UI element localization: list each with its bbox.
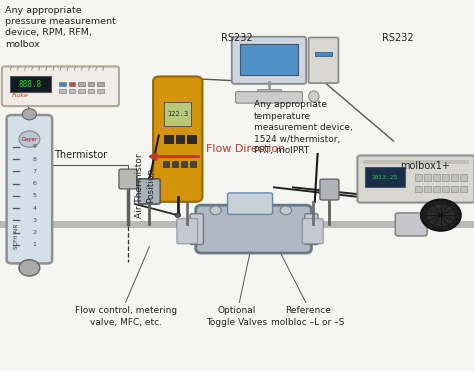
FancyBboxPatch shape bbox=[7, 115, 52, 263]
Text: Any appropriate
pressure measurement
device, RPM, RFM,
molbox: Any appropriate pressure measurement dev… bbox=[5, 6, 116, 49]
Circle shape bbox=[210, 206, 221, 215]
Circle shape bbox=[19, 260, 40, 276]
Text: RS232: RS232 bbox=[383, 33, 414, 43]
Bar bbox=[451, 174, 458, 181]
Bar bbox=[415, 174, 422, 181]
Circle shape bbox=[421, 200, 461, 231]
FancyBboxPatch shape bbox=[228, 193, 273, 214]
Bar bbox=[240, 44, 298, 75]
FancyBboxPatch shape bbox=[320, 179, 339, 200]
FancyBboxPatch shape bbox=[177, 219, 198, 244]
Text: RS232: RS232 bbox=[221, 33, 253, 43]
Bar bbox=[424, 186, 431, 192]
Text: Flow control, metering
valve, MFC, etc.: Flow control, metering valve, MFC, etc. bbox=[74, 306, 177, 326]
Bar bbox=[97, 89, 104, 93]
Bar bbox=[78, 89, 85, 93]
Bar bbox=[257, 89, 281, 92]
Bar bbox=[164, 135, 173, 143]
FancyBboxPatch shape bbox=[190, 214, 203, 244]
Bar bbox=[187, 135, 196, 143]
Bar bbox=[164, 102, 191, 126]
Circle shape bbox=[175, 213, 181, 217]
FancyBboxPatch shape bbox=[138, 179, 160, 204]
Circle shape bbox=[280, 206, 292, 215]
Bar bbox=[78, 82, 85, 86]
Text: molbox1+: molbox1+ bbox=[401, 161, 450, 171]
Bar bbox=[424, 174, 431, 181]
FancyBboxPatch shape bbox=[357, 155, 474, 203]
Text: 7: 7 bbox=[32, 169, 36, 174]
Bar bbox=[365, 167, 405, 187]
FancyBboxPatch shape bbox=[305, 214, 318, 244]
Text: Fluke: Fluke bbox=[12, 93, 29, 98]
Bar bbox=[88, 89, 94, 93]
FancyBboxPatch shape bbox=[196, 205, 311, 253]
Text: 3: 3 bbox=[32, 218, 36, 223]
FancyBboxPatch shape bbox=[2, 66, 119, 106]
Text: 888.8: 888.8 bbox=[19, 80, 42, 89]
Bar bbox=[442, 174, 449, 181]
Bar bbox=[97, 82, 104, 86]
Text: 2: 2 bbox=[32, 230, 36, 235]
Bar bbox=[433, 186, 440, 192]
Text: Reference
molbloc –L or –S: Reference molbloc –L or –S bbox=[272, 306, 345, 326]
Bar bbox=[59, 82, 66, 86]
Circle shape bbox=[22, 109, 36, 120]
FancyBboxPatch shape bbox=[395, 213, 427, 236]
Bar bbox=[442, 186, 449, 192]
FancyBboxPatch shape bbox=[309, 37, 338, 83]
Bar bbox=[172, 161, 178, 167]
Bar bbox=[88, 82, 94, 86]
Bar bbox=[59, 89, 66, 93]
Text: SCFH AIR: SCFH AIR bbox=[14, 223, 19, 249]
Bar bbox=[460, 174, 467, 181]
FancyBboxPatch shape bbox=[302, 219, 323, 244]
Circle shape bbox=[428, 205, 454, 226]
FancyBboxPatch shape bbox=[232, 37, 306, 84]
Bar bbox=[181, 161, 187, 167]
Text: Thermistor: Thermistor bbox=[55, 150, 108, 160]
Text: 6: 6 bbox=[32, 181, 36, 186]
Text: 5: 5 bbox=[32, 193, 36, 198]
Text: 8: 8 bbox=[32, 157, 36, 162]
Bar bbox=[363, 160, 469, 164]
Bar bbox=[415, 186, 422, 192]
Text: 122.3: 122.3 bbox=[167, 111, 188, 117]
Bar bbox=[433, 174, 440, 181]
FancyBboxPatch shape bbox=[119, 169, 137, 189]
Bar bbox=[10, 76, 51, 92]
Text: 4: 4 bbox=[32, 206, 36, 211]
Bar bbox=[69, 82, 75, 86]
Bar bbox=[69, 89, 75, 93]
Text: 1: 1 bbox=[32, 242, 36, 247]
Bar bbox=[315, 52, 332, 56]
Bar bbox=[451, 186, 458, 192]
Bar bbox=[460, 186, 467, 192]
Bar bbox=[190, 161, 196, 167]
Text: Air Thermistor
Position: Air Thermistor Position bbox=[135, 153, 155, 218]
Ellipse shape bbox=[309, 91, 319, 102]
Text: Dwyer: Dwyer bbox=[22, 137, 37, 142]
Bar bbox=[176, 135, 184, 143]
Text: Any appropriate
temperature
measurement device,
1524 w/thermistor,
PRT, molPRT: Any appropriate temperature measurement … bbox=[254, 100, 352, 155]
Circle shape bbox=[19, 131, 40, 147]
Bar bbox=[163, 161, 169, 167]
Text: 1013.25: 1013.25 bbox=[372, 175, 398, 180]
FancyBboxPatch shape bbox=[236, 92, 302, 103]
FancyBboxPatch shape bbox=[153, 76, 202, 202]
Text: Optional
Toggle Valves: Optional Toggle Valves bbox=[207, 306, 267, 326]
Text: 9: 9 bbox=[32, 144, 36, 150]
Text: Flow Direction: Flow Direction bbox=[206, 144, 285, 154]
